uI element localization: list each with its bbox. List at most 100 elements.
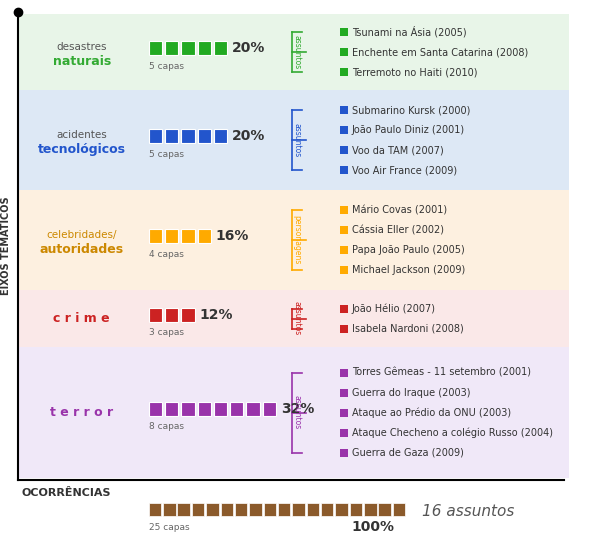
Bar	[340, 448, 348, 457]
Bar	[18, 290, 569, 347]
Bar	[148, 229, 162, 243]
Text: tecnológicos: tecnológicos	[37, 143, 126, 155]
Text: Guerra de Gaza (2009): Guerra de Gaza (2009)	[352, 448, 463, 458]
Text: Ataque Checheno a colégio Russo (2004): Ataque Checheno a colégio Russo (2004)	[352, 427, 552, 438]
Text: Tsunami na Ásia (2005): Tsunami na Ásia (2005)	[352, 26, 466, 38]
Text: 12%: 12%	[200, 307, 233, 321]
Text: Voo da TAM (2007): Voo da TAM (2007)	[352, 145, 443, 155]
Text: 20%: 20%	[232, 129, 266, 143]
Text: 32%: 32%	[281, 401, 314, 415]
Bar	[340, 28, 348, 36]
Bar	[278, 503, 290, 516]
Bar	[181, 129, 195, 143]
Text: Terremoto no Haiti (2010): Terremoto no Haiti (2010)	[352, 67, 477, 77]
Bar	[340, 226, 348, 234]
Bar	[148, 129, 162, 143]
Text: Guerra do Iraque (2003): Guerra do Iraque (2003)	[352, 387, 470, 397]
Bar	[18, 347, 569, 478]
Text: OCORRÊNCIAS: OCORRÊNCIAS	[21, 488, 111, 498]
Bar	[336, 503, 348, 516]
Bar	[340, 126, 348, 134]
Bar	[340, 106, 348, 114]
Bar	[340, 246, 348, 254]
Bar	[148, 503, 161, 516]
Bar	[192, 503, 204, 516]
Text: Ataque ao Prédio da ONU (2003): Ataque ao Prédio da ONU (2003)	[352, 408, 511, 418]
Bar	[181, 229, 195, 243]
Text: Michael Jackson (2009): Michael Jackson (2009)	[352, 265, 465, 275]
Bar	[340, 206, 348, 214]
Bar	[249, 503, 262, 516]
Bar	[263, 401, 276, 415]
Text: 3 capas: 3 capas	[148, 328, 184, 337]
Text: 16 assuntos: 16 assuntos	[422, 504, 514, 519]
Text: assuntos: assuntos	[293, 301, 302, 336]
Bar	[220, 503, 233, 516]
Bar	[18, 90, 569, 190]
Text: 100%: 100%	[352, 520, 394, 534]
Text: 25 capas: 25 capas	[148, 523, 189, 532]
Bar	[198, 401, 211, 415]
Text: Isabela Nardoni (2008): Isabela Nardoni (2008)	[352, 324, 463, 334]
Bar	[393, 503, 405, 516]
Bar	[165, 129, 178, 143]
Bar	[181, 41, 195, 55]
Bar	[340, 166, 348, 174]
Bar	[292, 503, 305, 516]
Text: João Paulo Diniz (2001): João Paulo Diniz (2001)	[352, 125, 465, 135]
Bar	[148, 307, 162, 321]
Text: acidentes: acidentes	[56, 130, 107, 140]
Bar	[364, 503, 377, 516]
Bar	[340, 429, 348, 437]
Bar	[18, 190, 569, 290]
Text: Torres Gêmeas - 11 setembro (2001): Torres Gêmeas - 11 setembro (2001)	[352, 368, 530, 377]
Bar	[340, 305, 348, 312]
Text: 5 capas: 5 capas	[148, 61, 184, 70]
Bar	[206, 503, 219, 516]
Bar	[378, 503, 391, 516]
Bar	[165, 229, 178, 243]
Text: Enchente em Santa Catarina (2008): Enchente em Santa Catarina (2008)	[352, 47, 528, 57]
Bar	[163, 503, 175, 516]
Text: 5 capas: 5 capas	[148, 150, 184, 159]
Bar	[148, 401, 162, 415]
Text: EIXOS TEMÁTICOS: EIXOS TEMÁTICOS	[1, 197, 11, 295]
Bar	[340, 325, 348, 333]
Bar	[198, 129, 211, 143]
Bar	[235, 503, 247, 516]
Text: Cássia Eller (2002): Cássia Eller (2002)	[352, 225, 444, 235]
Text: t e r r o r: t e r r o r	[50, 406, 113, 419]
Text: 16%: 16%	[216, 229, 249, 243]
Bar	[321, 503, 333, 516]
Bar	[214, 129, 228, 143]
Text: assuntos: assuntos	[293, 123, 302, 157]
Bar	[340, 389, 348, 396]
Bar	[214, 41, 228, 55]
Bar	[198, 229, 211, 243]
Bar	[165, 401, 178, 415]
Text: Submarino Kursk (2000): Submarino Kursk (2000)	[352, 105, 470, 115]
Text: autoridades: autoridades	[40, 243, 124, 255]
Bar	[340, 266, 348, 274]
Bar	[350, 503, 362, 516]
Bar	[181, 401, 195, 415]
Bar	[181, 307, 195, 321]
Bar	[148, 41, 162, 55]
Text: 20%: 20%	[232, 41, 266, 55]
Text: personagens: personagens	[293, 215, 302, 265]
Text: Papa João Paulo (2005): Papa João Paulo (2005)	[352, 245, 465, 255]
Bar	[247, 401, 260, 415]
Text: 4 capas: 4 capas	[148, 249, 184, 259]
Bar	[198, 41, 211, 55]
Bar	[165, 307, 178, 321]
Text: Mário Covas (2001): Mário Covas (2001)	[352, 205, 447, 215]
Bar	[178, 503, 190, 516]
Bar	[165, 41, 178, 55]
Bar	[340, 68, 348, 76]
Bar	[340, 409, 348, 416]
Bar	[264, 503, 276, 516]
Text: 8 capas: 8 capas	[148, 422, 184, 431]
Text: João Hélio (2007): João Hélio (2007)	[352, 304, 435, 314]
Text: celebridades/: celebridades/	[46, 230, 117, 240]
Bar	[214, 401, 228, 415]
